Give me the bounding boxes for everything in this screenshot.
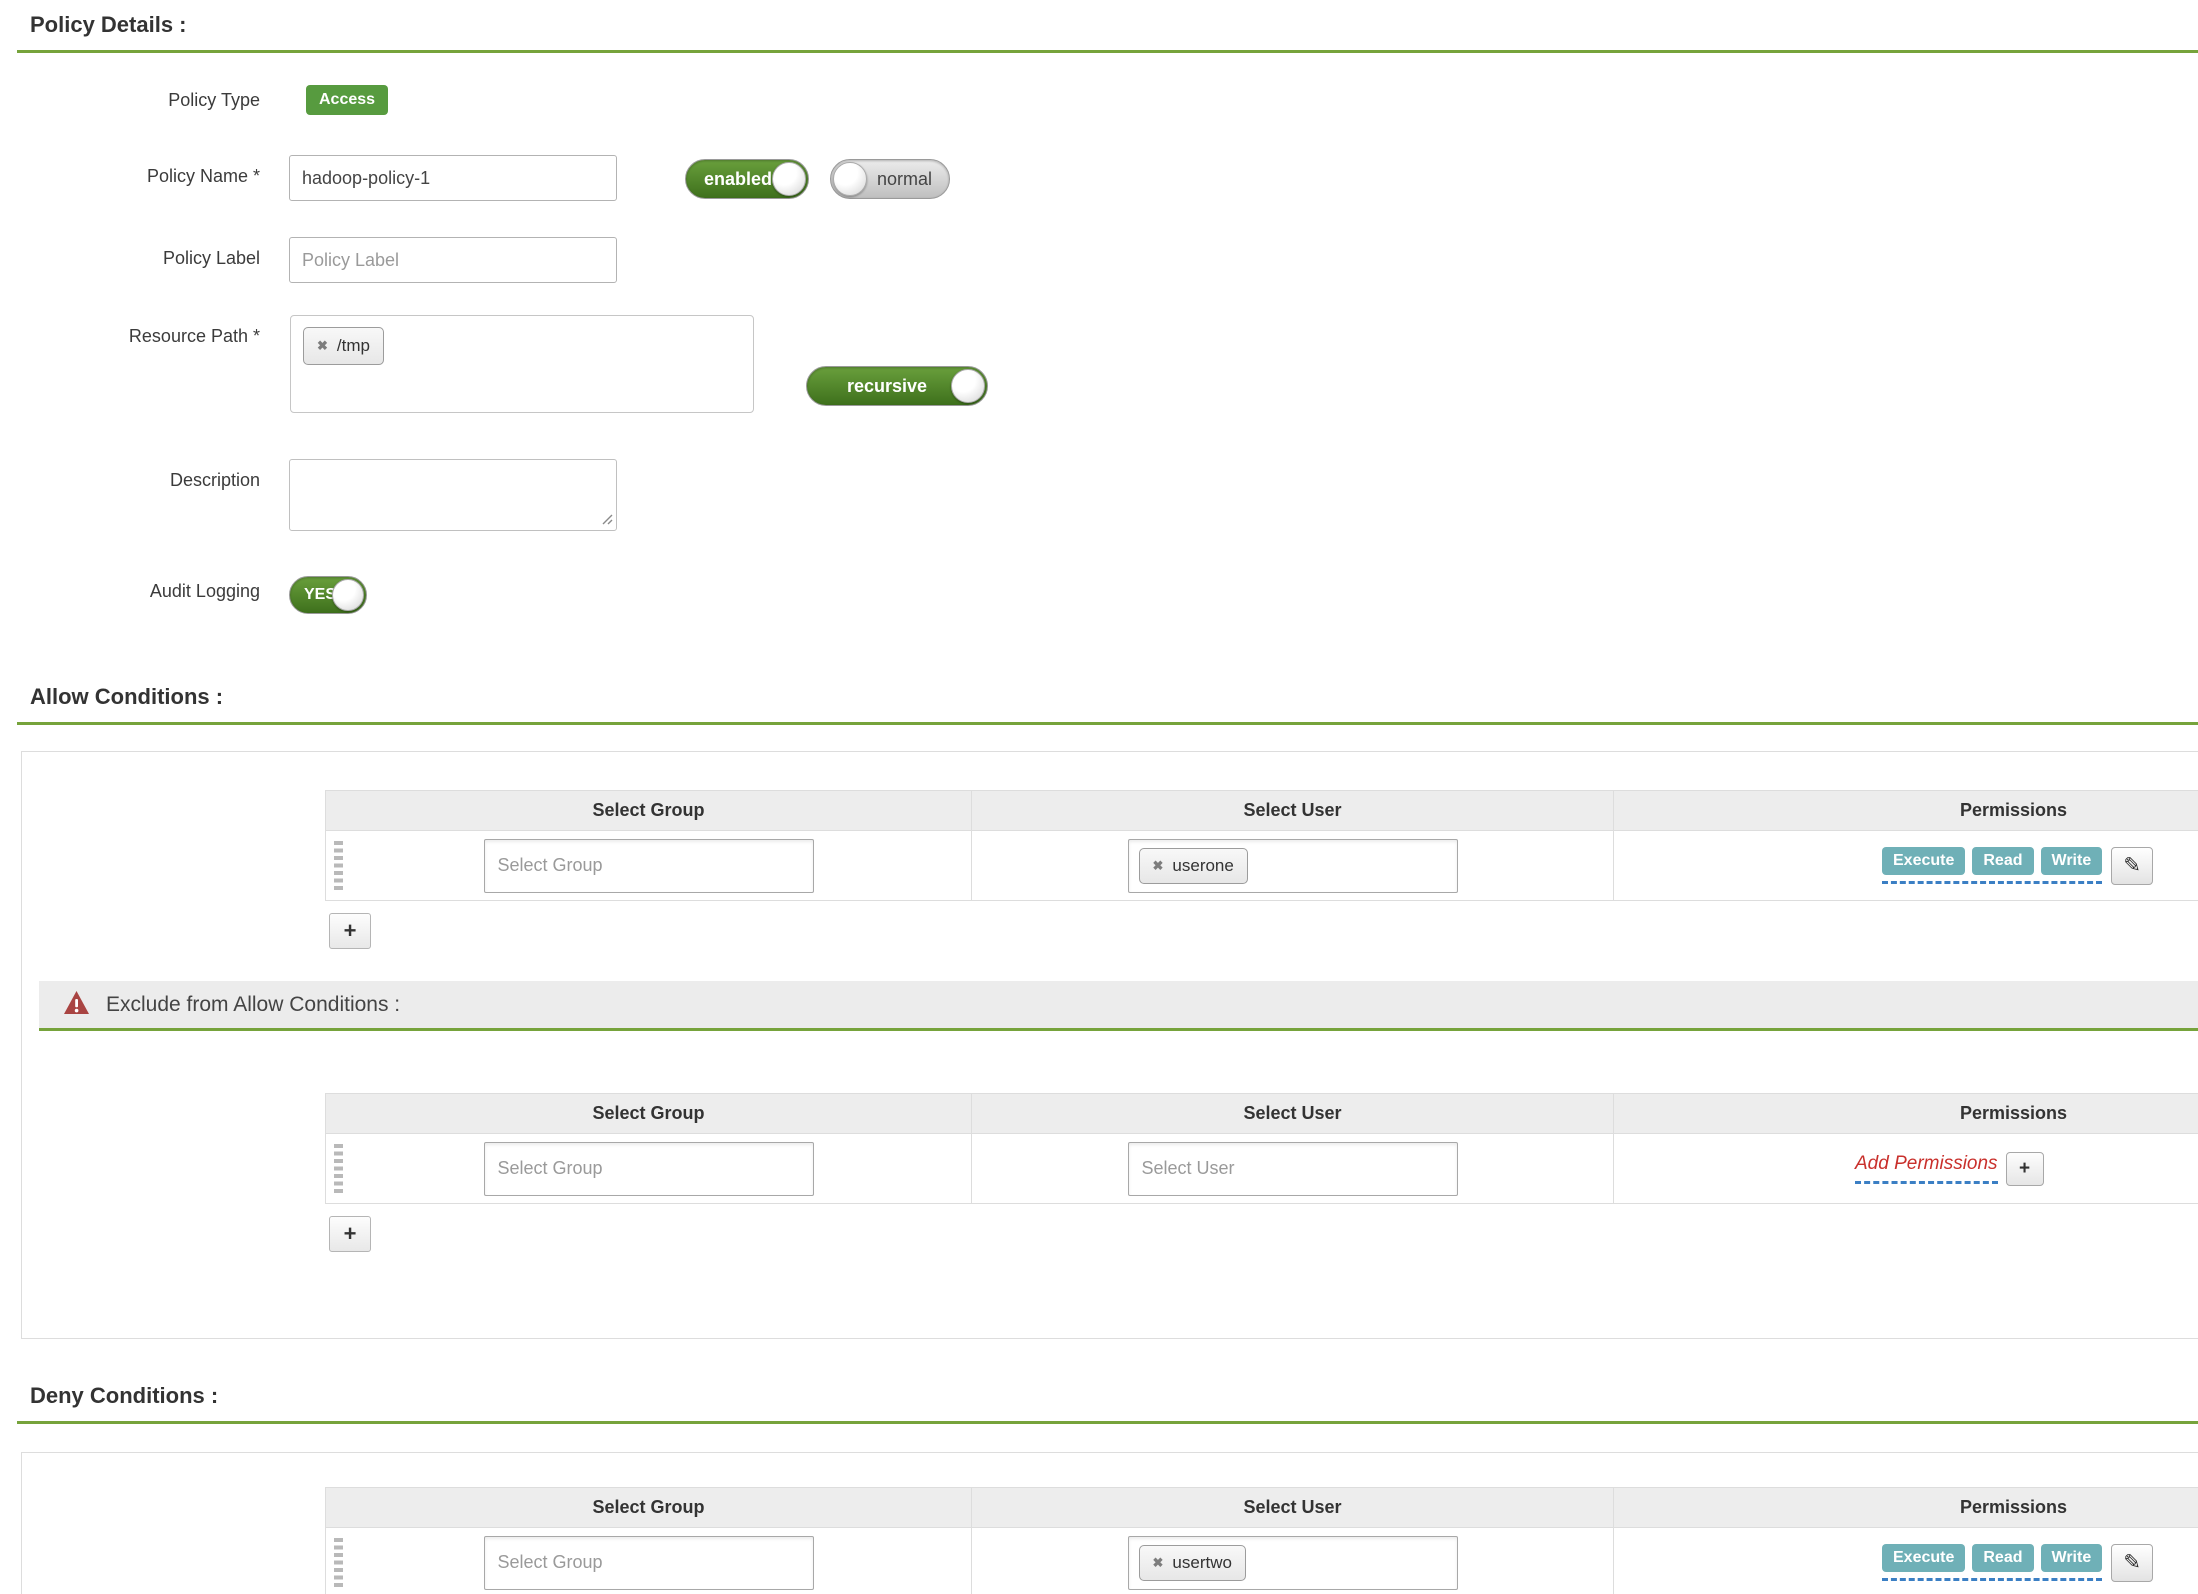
resource-path-label: Resource Path *	[128, 326, 260, 346]
edit-permissions-button[interactable]: ✎	[2111, 1543, 2154, 1582]
select-user-input[interactable]: ✖ usertwo	[1127, 1535, 1458, 1590]
column-header-select-user: Select User	[971, 1093, 1614, 1134]
policy-label-row: Policy Label	[0, 237, 2198, 283]
deny-conditions-table: Select Group Select User Permissions Sel…	[325, 1487, 2198, 1594]
toggle-knob	[772, 162, 806, 196]
description-textarea[interactable]	[289, 459, 617, 531]
user-tag-label: usertwo	[1172, 1552, 1232, 1572]
permission-badge-read: Read	[1972, 847, 2034, 875]
allow-conditions-table: Select Group Select User Permissions Sel…	[325, 790, 2198, 901]
drag-handle-icon[interactable]	[334, 1538, 343, 1588]
column-header-permissions: Permissions	[1613, 1093, 2198, 1134]
select-user-input[interactable]: Select User	[1127, 1141, 1458, 1196]
pencil-icon: ✎	[2123, 1551, 2142, 1574]
normal-toggle-label: normal	[876, 168, 932, 189]
deny-conditions-title: Deny Conditions :	[30, 1383, 219, 1408]
section-divider	[17, 1421, 2198, 1424]
user-tag: ✖ userone	[1138, 847, 1248, 884]
select-group-input[interactable]: Select Group	[483, 838, 814, 893]
toggle-knob	[833, 162, 867, 196]
column-header-select-group: Select Group	[325, 1487, 972, 1528]
section-divider	[17, 50, 2198, 53]
column-header-permissions: Permissions	[1613, 790, 2198, 831]
policy-type-label: Policy Type	[168, 90, 260, 110]
policy-details-section: Policy Details : Policy Type Access Poli…	[0, 12, 2198, 614]
policy-type-row: Policy Type Access	[0, 79, 2198, 115]
allow-conditions-panel: Select Group Select User Permissions Sel…	[21, 751, 2198, 1339]
policy-name-row: Policy Name * enabled normal	[0, 155, 2198, 201]
user-tag: ✖ usertwo	[1138, 1544, 1246, 1581]
recursive-toggle-label: recursive	[846, 375, 928, 396]
permission-badge-read: Read	[1972, 1544, 2034, 1572]
description-label: Description	[169, 470, 260, 490]
exclude-allow-header: Exclude from Allow Conditions :	[39, 981, 2198, 1031]
column-header-select-user: Select User	[971, 1487, 1614, 1528]
remove-tag-icon[interactable]: ✖	[317, 338, 328, 353]
column-header-select-group: Select Group	[325, 1093, 972, 1134]
select-user-input[interactable]: ✖ userone	[1127, 838, 1458, 893]
table-row: Select Group ✖ userone Exe	[325, 830, 2198, 901]
description-row: Description	[0, 459, 2198, 536]
add-permissions-button[interactable]: +	[2005, 1151, 2044, 1186]
exclude-allow-title: Exclude from Allow Conditions :	[106, 992, 401, 1016]
add-permissions-link[interactable]: Add Permissions	[1855, 1153, 1998, 1184]
exclude-allow-table: Select Group Select User Permissions Sel…	[325, 1093, 2198, 1204]
audit-logging-toggle[interactable]: YES	[289, 576, 367, 614]
policy-label-label: Policy Label	[162, 248, 260, 268]
permission-badge-write: Write	[2040, 1544, 2103, 1572]
drag-handle-icon[interactable]	[334, 1144, 343, 1194]
allow-conditions-title: Allow Conditions :	[30, 684, 224, 709]
column-header-permissions: Permissions	[1613, 1487, 2198, 1528]
audit-logging-label: Audit Logging	[149, 581, 260, 601]
add-allow-row-button[interactable]: +	[329, 913, 371, 949]
table-row: Select Group Select User Add Permissions…	[325, 1133, 2198, 1204]
column-header-select-group: Select Group	[325, 790, 972, 831]
toggle-knob	[951, 369, 985, 403]
permission-badge-execute: Execute	[1882, 1544, 1966, 1572]
policy-name-label: Policy Name *	[146, 166, 260, 186]
permission-badges: Execute Read Write	[1882, 1544, 2103, 1581]
deny-conditions-panel: Select Group Select User Permissions Sel…	[21, 1452, 2198, 1594]
remove-tag-icon[interactable]: ✖	[1152, 1554, 1164, 1570]
column-header-select-user: Select User	[971, 790, 1614, 831]
user-tag-label: userone	[1172, 855, 1234, 875]
resource-path-tag-label: /tmp	[336, 336, 370, 355]
policy-name-input[interactable]	[289, 155, 617, 201]
pencil-icon: ✎	[2123, 854, 2142, 877]
select-group-input[interactable]: Select Group	[483, 1141, 814, 1196]
permission-badge-execute: Execute	[1882, 847, 1966, 875]
select-group-placeholder: Select Group	[497, 1552, 603, 1572]
policy-label-input[interactable]	[289, 237, 617, 283]
add-exclude-row-button[interactable]: +	[329, 1216, 371, 1252]
audit-logging-row: Audit Logging YES	[0, 570, 2198, 614]
select-group-placeholder: Select Group	[497, 855, 603, 875]
policy-details-title: Policy Details :	[30, 12, 187, 37]
permission-badges: Execute Read Write	[1882, 847, 2103, 884]
drag-handle-icon[interactable]	[334, 841, 343, 891]
remove-tag-icon[interactable]: ✖	[1152, 857, 1164, 873]
resize-handle-icon[interactable]	[600, 512, 613, 530]
warning-icon	[63, 990, 90, 1020]
section-divider	[17, 722, 2198, 725]
enabled-toggle-label: enabled	[704, 168, 773, 189]
normal-toggle[interactable]: normal	[830, 159, 950, 199]
enabled-toggle[interactable]: enabled	[685, 159, 809, 199]
toggle-knob	[332, 579, 364, 611]
resource-path-tag: ✖ /tmp	[303, 327, 384, 365]
audit-toggle-label: YES	[304, 586, 337, 603]
policy-type-badge: Access	[306, 85, 389, 115]
resource-path-row: Resource Path * ✖ /tmp recursive	[0, 315, 2198, 413]
recursive-toggle[interactable]: recursive	[806, 366, 988, 406]
table-row: Select Group ✖ usertwo Exe	[325, 1527, 2198, 1594]
resource-path-input[interactable]: ✖ /tmp	[290, 315, 754, 413]
select-group-placeholder: Select Group	[497, 1158, 603, 1178]
select-group-input[interactable]: Select Group	[483, 1535, 814, 1590]
edit-permissions-button[interactable]: ✎	[2111, 846, 2154, 885]
select-user-placeholder: Select User	[1141, 1158, 1235, 1178]
permission-badge-write: Write	[2040, 847, 2103, 875]
